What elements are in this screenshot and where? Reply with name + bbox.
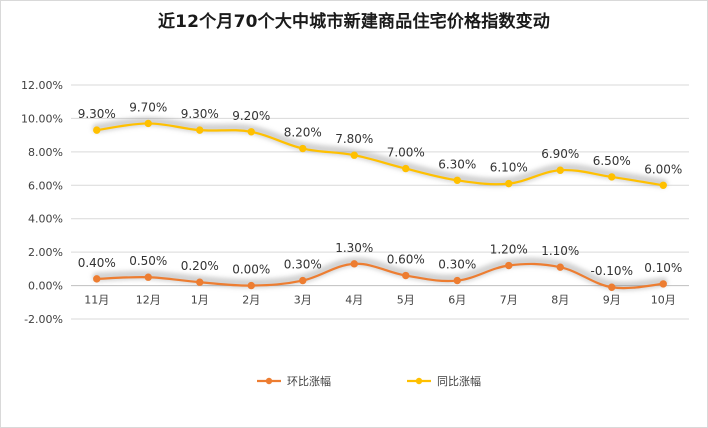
data-point — [247, 281, 255, 290]
data-label: 6.90% — [541, 147, 579, 161]
data-label: 0.30% — [284, 258, 322, 272]
data-point — [196, 126, 204, 134]
data-point — [556, 263, 564, 271]
data-point — [505, 261, 513, 270]
data-label: 6.10% — [490, 161, 528, 175]
data-label: 1.10% — [541, 244, 579, 258]
legend: 环比涨幅 同比涨幅 — [257, 375, 481, 388]
x-tick-label: 2月 — [242, 294, 260, 307]
x-tick-label: 3月 — [294, 294, 312, 307]
data-point — [608, 283, 616, 291]
x-tick-label: 9月 — [603, 294, 621, 307]
y-tick-label: 8.00% — [28, 146, 63, 159]
x-tick-label: 10月 — [651, 294, 676, 307]
y-tick-label: 2.00% — [28, 246, 63, 259]
y-axis-labels: -2.00% 0.00% 2.00% 4.00% 6.00% 8.00% 10.00% 12.… — [21, 79, 63, 326]
series-mom: 0.40% 0.50% 0.20% 0.00% 0.30% 1.30% 0.60% 0.30%… — [78, 241, 682, 291]
data-point — [144, 119, 152, 128]
data-point — [659, 280, 667, 288]
series-line — [95, 262, 665, 290]
data-point — [453, 276, 461, 285]
series-yoy: 9.30% 9.70% 9.30% 9.20% 8.20% 7.80% 7.00% 6.30%… — [78, 100, 682, 189]
legend-marker — [415, 377, 423, 385]
data-label: -0.10% — [591, 264, 633, 278]
legend-item: 环比涨幅 — [257, 375, 331, 388]
data-point — [556, 166, 564, 174]
data-label: 9.30% — [78, 107, 116, 121]
data-point — [93, 126, 101, 134]
data-label: 0.50% — [129, 254, 167, 268]
legend-label: 同比涨幅 — [437, 375, 481, 388]
data-point — [659, 181, 667, 189]
data-point — [453, 176, 461, 184]
gridlines — [71, 84, 689, 320]
data-label: 9.70% — [129, 100, 167, 114]
data-label: 1.30% — [335, 241, 373, 255]
y-tick-label: 10.00% — [21, 112, 63, 125]
data-label: 7.80% — [335, 132, 373, 146]
legend-label: 环比涨幅 — [287, 375, 331, 388]
x-tick-label: 7月 — [500, 294, 518, 307]
data-label: 0.00% — [232, 263, 270, 277]
data-label: 8.20% — [284, 126, 322, 140]
data-point — [350, 260, 358, 268]
data-label: 9.30% — [181, 107, 219, 121]
data-label: 0.20% — [181, 259, 219, 273]
data-label: 6.30% — [438, 157, 476, 171]
data-point — [299, 144, 307, 153]
data-label: 9.20% — [232, 109, 270, 123]
data-label: 0.30% — [438, 258, 476, 272]
y-tick-label: 4.00% — [28, 213, 63, 226]
legend-item: 同比涨幅 — [407, 375, 481, 388]
chart-title: 近12个月70个大中城市新建商品住宅价格指数变动 — [157, 12, 551, 32]
x-axis-labels: 11月 12月 1月 2月 3月 4月 5月 6月 7月 8月 9月 10月 — [84, 294, 676, 307]
y-tick-label: 6.00% — [28, 179, 63, 192]
data-label: 0.40% — [78, 256, 116, 270]
y-tick-label: 0.00% — [28, 280, 63, 293]
series-line-shadow — [92, 257, 668, 291]
data-point — [402, 271, 410, 280]
data-label: 7.00% — [387, 146, 425, 160]
x-tick-label: 6月 — [448, 294, 466, 307]
series-line — [95, 122, 665, 187]
x-tick-label: 8月 — [551, 294, 569, 307]
data-point — [350, 151, 358, 159]
x-tick-label: 1月 — [191, 294, 209, 307]
y-tick-label: 12.00% — [21, 79, 63, 92]
legend-marker — [265, 377, 273, 385]
series-line-shadow — [92, 116, 668, 188]
x-tick-label: 5月 — [397, 294, 415, 307]
data-point — [608, 173, 616, 181]
data-label: 6.00% — [644, 162, 682, 176]
data-point — [247, 128, 255, 136]
x-tick-label: 12月 — [136, 294, 161, 307]
y-tick-label: -2.00% — [24, 313, 63, 326]
x-tick-label: 4月 — [345, 294, 363, 307]
data-point — [299, 276, 307, 285]
data-point — [402, 164, 410, 173]
data-label: 6.50% — [593, 154, 631, 168]
data-point — [505, 179, 513, 188]
data-label: 1.20% — [490, 243, 528, 257]
data-point — [144, 273, 152, 281]
data-point — [196, 278, 204, 286]
data-label: 0.60% — [387, 253, 425, 267]
data-point — [93, 275, 101, 283]
data-label: 0.10% — [644, 261, 682, 275]
x-tick-label: 11月 — [84, 294, 109, 307]
